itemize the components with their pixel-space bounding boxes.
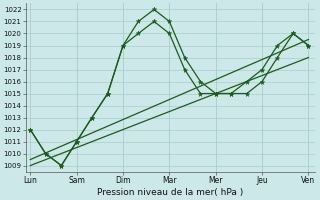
X-axis label: Pression niveau de la mer( hPa ): Pression niveau de la mer( hPa ) <box>97 188 244 197</box>
